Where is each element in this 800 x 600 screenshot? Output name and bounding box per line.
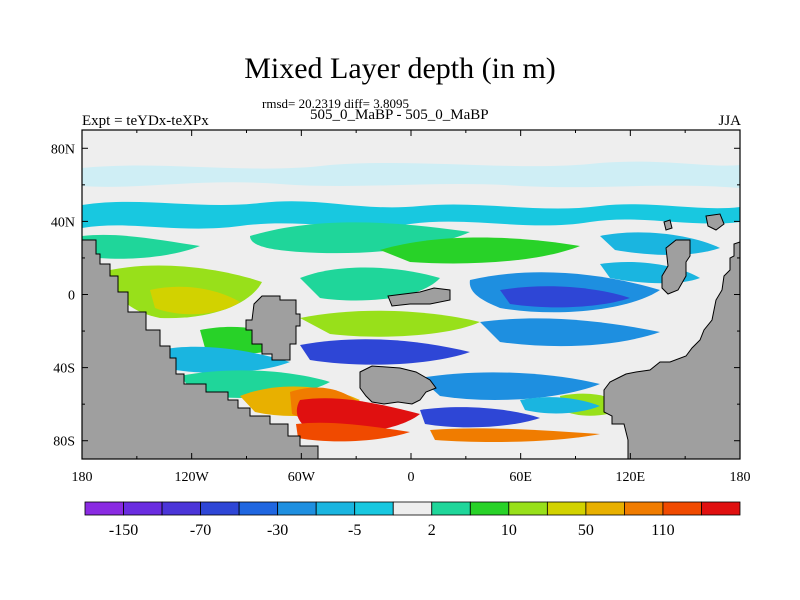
colorbar-label: -150	[109, 522, 138, 539]
colorbar-label: 2	[428, 522, 436, 539]
land-northeast	[705, 213, 725, 231]
lon-tick-label: 60W	[288, 470, 316, 485]
case-label: 505_0_MaBP - 505_0_MaBP	[310, 107, 489, 123]
field-patch	[82, 234, 200, 259]
land-east-island	[661, 239, 691, 295]
field-patch	[420, 372, 600, 400]
longitude-axis: 180 120W 60W 0 60E 120E 180	[72, 130, 751, 485]
colorbar-swatch	[624, 501, 664, 516]
experiment-label: Expt = teYDx-teXPx	[82, 113, 209, 129]
land-western	[82, 239, 319, 459]
land-eastern	[603, 241, 740, 459]
colorbar-swatch	[469, 501, 510, 516]
map-field	[82, 130, 740, 459]
colorbar-swatch	[315, 501, 356, 516]
lon-tick-label: 180	[730, 470, 751, 485]
colorbar-swatch	[84, 501, 124, 516]
field-patch	[300, 267, 440, 301]
colorbar-swatch	[238, 501, 279, 516]
colorbar-label: -30	[267, 522, 288, 539]
field-patch	[500, 286, 630, 308]
lon-tick-label: 120W	[175, 470, 210, 485]
field-patch	[160, 346, 290, 373]
colorbar-swatch	[123, 501, 163, 516]
colorbar-swatch	[701, 501, 741, 516]
colorbar-swatch	[392, 501, 433, 516]
lon-tick-label: 0	[408, 470, 415, 485]
lon-tick-label: 180	[72, 470, 93, 485]
colorbar-label: 50	[578, 522, 594, 539]
field-patch	[300, 339, 470, 365]
colorbar-swatch	[431, 501, 471, 516]
colorbar-swatch	[354, 501, 394, 516]
lat-tick-label: 80N	[51, 142, 75, 157]
field-patch	[520, 397, 600, 414]
colorbar-label: 110	[651, 522, 674, 539]
field-patch	[300, 310, 480, 337]
field-patch	[82, 161, 740, 188]
colorbar-swatch	[508, 501, 548, 516]
stats-label: rmsd= 20.2319 diff= 3.8095	[262, 96, 409, 111]
colorbar-swatch	[585, 501, 625, 516]
plot-title: Mixed Layer depth (in m)	[244, 52, 556, 85]
colorbar-label: -5	[348, 522, 361, 539]
colorbar-swatch	[546, 501, 587, 516]
field-patch	[380, 237, 580, 264]
lat-tick-label: 80S	[53, 435, 75, 450]
land-antarctic-peninsula	[359, 365, 437, 405]
lat-tick-label: 40S	[53, 362, 75, 377]
season-label: JJA	[718, 113, 741, 129]
colorbar-label: -70	[190, 522, 211, 539]
colorbar-label: 10	[501, 522, 517, 539]
field-patch	[150, 286, 240, 315]
land-central	[245, 295, 301, 361]
field-patch	[296, 422, 410, 442]
field-patch	[420, 407, 540, 428]
latitude-axis: 80N 40N 0 40S 80S	[51, 142, 740, 450]
field-patch	[82, 201, 740, 229]
lon-tick-label: 120E	[616, 470, 646, 485]
colorbar	[84, 501, 741, 516]
colorbar-swatch	[277, 501, 317, 516]
colorbar-swatch	[662, 501, 702, 516]
land-north-inlet	[387, 287, 451, 307]
lat-tick-label: 40N	[51, 215, 75, 230]
colorbar-labels: -150 -70 -30 -5 2 10 50 110	[109, 522, 675, 539]
field-patch	[430, 428, 600, 442]
land-small-island	[663, 219, 673, 231]
field-patch	[480, 318, 660, 347]
colorbar-swatch	[161, 501, 201, 516]
lat-tick-label: 0	[68, 289, 75, 304]
colorbar-swatch	[200, 501, 240, 516]
lon-tick-label: 60E	[509, 470, 532, 485]
